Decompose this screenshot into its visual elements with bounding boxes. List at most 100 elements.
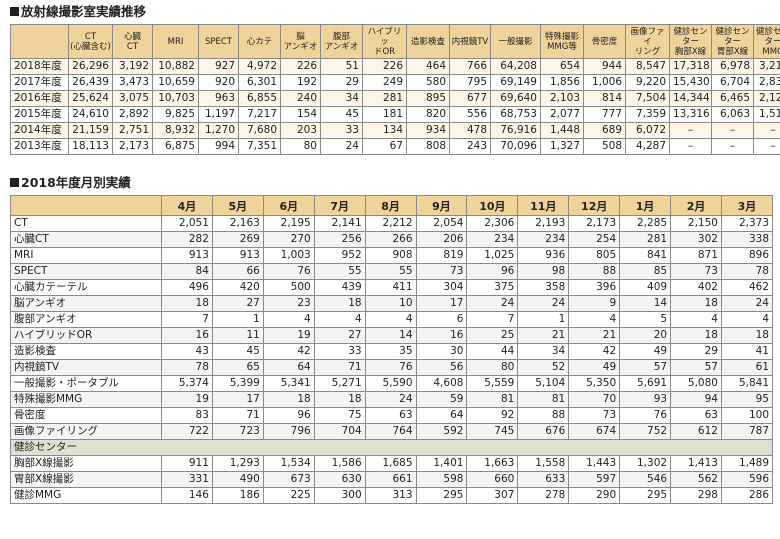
annual-cell: 3,473 (113, 75, 153, 91)
monthly-cell: 18 (314, 296, 365, 312)
annual-cell: 1,856 (541, 75, 584, 91)
monthly-cell: 100 (721, 408, 772, 424)
annual-cell: 7,504 (626, 91, 670, 107)
annual-header-cell: CT(心臓含む) (69, 25, 113, 59)
annual-cell: 7,217 (239, 107, 281, 123)
annual-cell: 820 (407, 107, 450, 123)
monthly-cell: 1,025 (467, 248, 518, 264)
annual-cell: 10,703 (153, 91, 199, 107)
monthly-cell: 2,195 (263, 216, 314, 232)
annual-cell: 8,932 (153, 123, 199, 139)
monthly-cell: 7 (467, 312, 518, 328)
monthly-cell: 2,051 (162, 216, 213, 232)
monthly-cell: 313 (365, 488, 416, 504)
annual-cell: 677 (450, 91, 491, 107)
monthly-cell: 661 (365, 472, 416, 488)
annual-cell: 963 (199, 91, 239, 107)
monthly-cell: 500 (263, 280, 314, 296)
annual-cell: 181 (363, 107, 407, 123)
annual-cell: 3,219 (754, 59, 780, 75)
monthly-cell: 5 (620, 312, 671, 328)
annual-cell: 9,220 (626, 75, 670, 91)
monthly-row-label: MRI (11, 248, 162, 264)
monthly-cell: 4 (314, 312, 365, 328)
monthly-cell: 5,590 (365, 376, 416, 392)
monthly-cell: 4 (721, 312, 772, 328)
annual-cell: 6,465 (712, 91, 754, 107)
monthly-cell: 2,054 (416, 216, 467, 232)
monthly-cell: 952 (314, 248, 365, 264)
monthly-cell: 1,558 (518, 456, 569, 472)
monthly-cell: 300 (314, 488, 365, 504)
monthly-cell: 896 (721, 248, 772, 264)
kenshin-section-label: 健診センター (11, 440, 773, 456)
annual-cell: 2,120 (754, 91, 780, 107)
monthly-cell: 4 (263, 312, 314, 328)
annual-cell: 6,855 (239, 91, 281, 107)
monthly-cell: 562 (671, 472, 722, 488)
monthly-cell: 64 (416, 408, 467, 424)
monthly-cell: 660 (467, 472, 518, 488)
annual-cell: 13,316 (670, 107, 712, 123)
monthly-cell: 2,150 (671, 216, 722, 232)
annual-cell: 69,149 (491, 75, 541, 91)
annual-cell: 26,439 (69, 75, 113, 91)
monthly-cell: 33 (314, 344, 365, 360)
annual-cell: 808 (407, 139, 450, 155)
monthly-cell: 73 (569, 408, 620, 424)
monthly-cell: 2,141 (314, 216, 365, 232)
annual-cell: 1,327 (541, 139, 584, 155)
monthly-cell: 5,559 (467, 376, 518, 392)
monthly-cell: 612 (671, 424, 722, 440)
monthly-cell: 298 (671, 488, 722, 504)
annual-header-cell: 健診センター胃部X線 (712, 25, 754, 59)
annual-header-cell: MRI (153, 25, 199, 59)
monthly-row-label: 特殊撮影MMG (11, 392, 162, 408)
annual-header-cell: 脳アンギオ (281, 25, 321, 59)
monthly-cell: 597 (569, 472, 620, 488)
monthly-cell: 396 (569, 280, 620, 296)
annual-header-cell (11, 25, 69, 59)
monthly-cell: 17 (416, 296, 467, 312)
monthly-cell: 43 (162, 344, 213, 360)
monthly-cell: 2,373 (721, 216, 772, 232)
monthly-cell: 673 (263, 472, 314, 488)
monthly-cell: 1,534 (263, 456, 314, 472)
annual-cell: 76,916 (491, 123, 541, 139)
monthly-row-label: SPECT (11, 264, 162, 280)
monthly-cell: 490 (212, 472, 263, 488)
monthly-cell: 35 (365, 344, 416, 360)
section2-title-text: 2018年度月別実績 (21, 175, 131, 190)
annual-header-cell: 骨密度 (584, 25, 626, 59)
annual-cell: 25,624 (69, 91, 113, 107)
monthly-cell: 304 (416, 280, 467, 296)
annual-header-cell: 造影検査 (407, 25, 450, 59)
annual-cell: 10,659 (153, 75, 199, 91)
annual-cell: 14,344 (670, 91, 712, 107)
monthly-cell: 75 (314, 408, 365, 424)
monthly-cell: 908 (365, 248, 416, 264)
annual-cell: 6,704 (712, 75, 754, 91)
monthly-cell: 81 (518, 392, 569, 408)
monthly-cell: 936 (518, 248, 569, 264)
section2-title: 2018年度月別実績 (10, 175, 780, 190)
month-header-cell: 12月 (569, 196, 620, 216)
month-header-cell: 2月 (671, 196, 722, 216)
annual-cell: 6,978 (712, 59, 754, 75)
monthly-cell: 1,413 (671, 456, 722, 472)
monthly-cell: 186 (212, 488, 263, 504)
monthly-cell: 496 (162, 280, 213, 296)
monthly-cell: 24 (518, 296, 569, 312)
annual-cell: – (754, 123, 780, 139)
monthly-cell: 1 (518, 312, 569, 328)
annual-cell: – (712, 139, 754, 155)
monthly-cell: 5,374 (162, 376, 213, 392)
monthly-cell: 282 (162, 232, 213, 248)
monthly-row-label: 腹部アンギオ (11, 312, 162, 328)
monthly-cell: 911 (162, 456, 213, 472)
